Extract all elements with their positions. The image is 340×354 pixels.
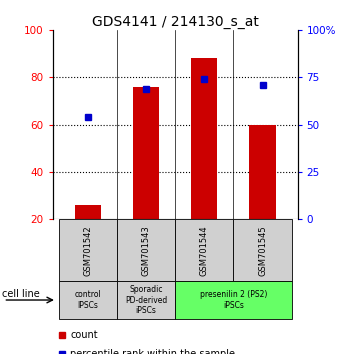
Text: GSM701542: GSM701542 xyxy=(83,225,92,276)
Text: GSM701544: GSM701544 xyxy=(200,225,209,276)
Text: GSM701543: GSM701543 xyxy=(141,225,151,276)
Bar xyxy=(250,125,276,219)
Bar xyxy=(233,219,292,281)
Title: GDS4141 / 214130_s_at: GDS4141 / 214130_s_at xyxy=(92,15,258,29)
Text: cell line: cell line xyxy=(2,289,39,299)
Bar xyxy=(58,281,117,319)
Bar xyxy=(133,87,159,219)
Text: percentile rank within the sample: percentile rank within the sample xyxy=(70,349,235,354)
Bar xyxy=(175,281,292,319)
Text: presenilin 2 (PS2)
iPSCs: presenilin 2 (PS2) iPSCs xyxy=(200,290,267,310)
Bar xyxy=(117,219,175,281)
Bar xyxy=(74,205,101,219)
Bar xyxy=(58,219,117,281)
Text: control
IPSCs: control IPSCs xyxy=(74,290,101,310)
Bar xyxy=(117,281,175,319)
Text: count: count xyxy=(70,330,98,339)
Bar xyxy=(191,58,217,219)
Text: GSM701545: GSM701545 xyxy=(258,225,267,276)
Text: Sporadic
PD-derived
iPSCs: Sporadic PD-derived iPSCs xyxy=(125,285,167,315)
Bar xyxy=(175,219,233,281)
